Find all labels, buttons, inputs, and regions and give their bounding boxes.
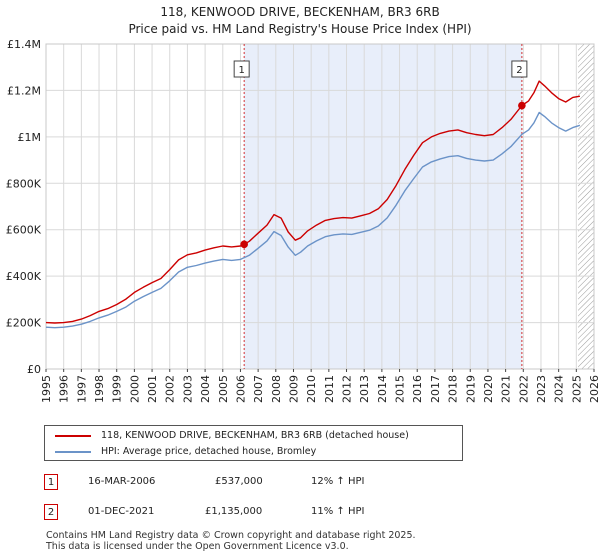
x-tick-label: 2012 <box>341 375 354 403</box>
x-tick-label: 2024 <box>553 375 566 403</box>
x-tick-label: 2002 <box>164 375 177 403</box>
transaction-point-1 <box>240 240 248 249</box>
x-tick-label: 2023 <box>535 375 548 403</box>
x-tick-label: 2008 <box>270 375 283 403</box>
x-tick-label: 2013 <box>358 375 371 403</box>
transaction-date-2: 01-DEC-2021 <box>88 506 155 517</box>
x-tick-label: 2016 <box>411 375 424 403</box>
legend-item-property: 118, KENWOOD DRIVE, BECKENHAM, BR3 6RB (… <box>55 430 409 442</box>
x-tick-label: 2021 <box>500 375 513 403</box>
y-tick-label: £600K <box>6 224 42 237</box>
x-tick-label: 2017 <box>429 375 442 403</box>
legend-swatch-property <box>55 434 91 437</box>
chart-subtitle: Price paid vs. HM Land Registry's House … <box>128 22 472 36</box>
y-tick-label: £800K <box>6 177 42 190</box>
x-tick-label: 2001 <box>146 375 159 403</box>
x-tick-label: 2009 <box>287 375 300 403</box>
y-tick-label: £1.2M <box>7 84 41 97</box>
transaction-price-1: £537,000 <box>215 476 263 487</box>
x-tick-label: 1998 <box>93 375 106 403</box>
x-tick-label: 2010 <box>305 375 318 403</box>
transaction-marker-2: 2 <box>44 504 58 520</box>
transaction-label-1: 1 <box>238 65 244 76</box>
chart-title: 118, KENWOOD DRIVE, BECKENHAM, BR3 6RB <box>160 5 440 19</box>
x-tick-label: 1995 <box>40 375 53 403</box>
x-tick-label: 2003 <box>181 375 194 403</box>
x-tick-label: 1999 <box>111 375 124 403</box>
footer: Contains HM Land Registry data © Crown c… <box>46 530 416 552</box>
x-tick-label: 2000 <box>128 375 141 403</box>
x-tick-label: 2026 <box>588 375 600 403</box>
x-tick-label: 2015 <box>394 375 407 403</box>
legend: 118, KENWOOD DRIVE, BECKENHAM, BR3 6RB (… <box>44 425 463 461</box>
transaction-price-2: £1,135,000 <box>205 506 263 517</box>
y-tick-label: £1.4M <box>7 38 41 51</box>
legend-label-property: 118, KENWOOD DRIVE, BECKENHAM, BR3 6RB (… <box>101 430 409 441</box>
x-tick-label: 2014 <box>376 375 389 403</box>
x-tick-label: 2006 <box>234 375 247 403</box>
x-tick-label: 2004 <box>199 375 212 403</box>
transaction-point-2 <box>518 101 526 110</box>
transaction-marker-1: 1 <box>44 474 58 490</box>
transaction-hpi-1: 12% ↑ HPI <box>311 476 365 487</box>
x-tick-label: 2011 <box>323 375 336 403</box>
legend-swatch-hpi <box>55 450 91 453</box>
price-chart: 1 2 £0 £200K £400K £600K £800K £1M £1.2M £1.4M 199… <box>6 38 600 403</box>
x-tick-label: 1997 <box>75 375 88 403</box>
footer-copyright: Contains HM Land Registry data © Crown c… <box>46 530 416 541</box>
x-tick-label: 2022 <box>517 375 530 403</box>
transaction-label-box-1 <box>233 60 250 78</box>
transaction-label-box-2 <box>511 60 528 78</box>
x-tick-label: 2019 <box>464 375 477 403</box>
legend-label-hpi: HPI: Average price, detached house, Brom… <box>101 446 317 457</box>
x-tick-label: 2007 <box>252 375 265 403</box>
legend-item-hpi: HPI: Average price, detached house, Brom… <box>55 446 316 458</box>
x-tick-label: 2025 <box>570 375 583 403</box>
property-price-line <box>45 80 581 324</box>
footer-license: This data is licensed under the Open Gov… <box>46 541 349 552</box>
x-tick-label: 2020 <box>482 375 495 403</box>
x-tick-label: 1996 <box>58 375 71 403</box>
forecast-hatch <box>578 44 594 369</box>
ownership-shading <box>244 44 522 369</box>
plot-border <box>45 43 595 370</box>
y-tick-label: £200K <box>6 317 42 330</box>
y-tick-label: £0 <box>27 363 41 376</box>
hpi-line <box>45 111 581 329</box>
x-tick-label: 2018 <box>447 375 460 403</box>
transaction-hpi-2: 11% ↑ HPI <box>311 506 365 517</box>
y-tick-label: £1M <box>18 131 42 144</box>
x-tick-label: 2005 <box>217 375 230 403</box>
transaction-date-1: 16-MAR-2006 <box>88 476 156 487</box>
y-tick-label: £400K <box>6 270 42 283</box>
transaction-label-2: 2 <box>516 65 522 76</box>
